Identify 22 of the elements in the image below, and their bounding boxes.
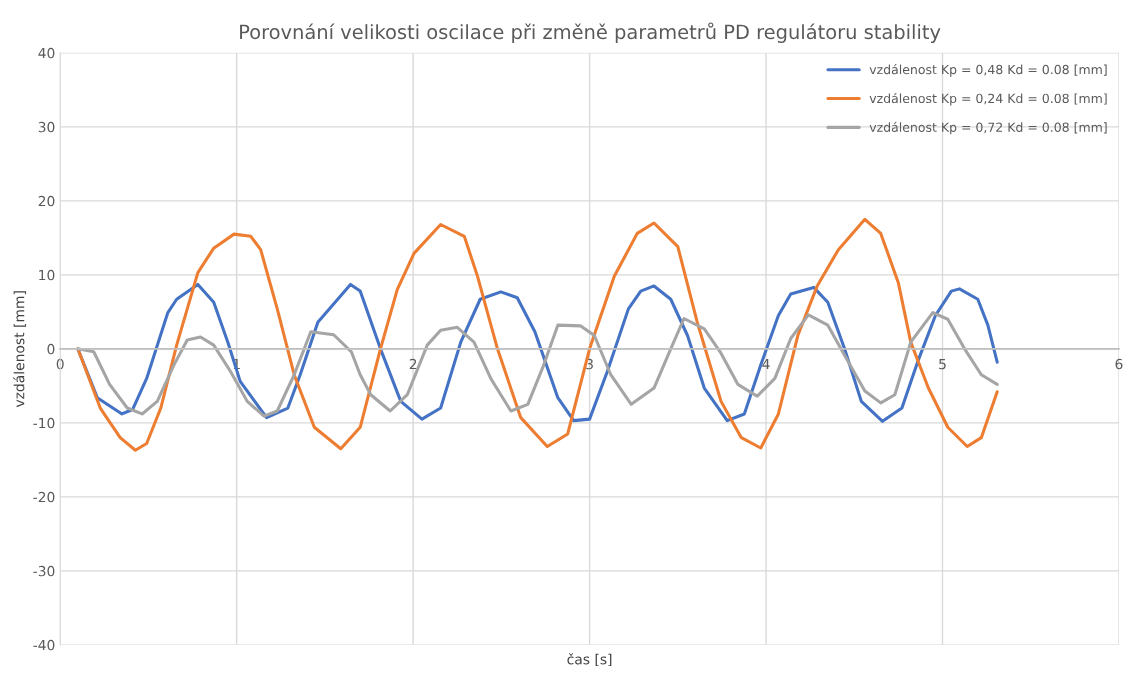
y-tick-label: 30	[38, 121, 55, 133]
legend-label: vzdálenost Kp = 0,48 Kd = 0.08 [mm]	[869, 64, 1107, 77]
y-tick-label: -20	[33, 491, 55, 503]
y-tick-label: -10	[33, 417, 55, 429]
chart-title: Porovnání velikosti oscilace při změně parametrů PD regulátoru stability	[240, 22, 941, 43]
y-tick-label: -40	[33, 639, 55, 651]
x-tick-label: 4	[762, 358, 770, 370]
x-axis-title: čas [s]	[567, 653, 612, 667]
line-series	[76, 217, 999, 452]
y-tick-label: -30	[33, 565, 55, 577]
y-tick-label: 10	[39, 269, 55, 281]
x-tick-label: 5	[939, 358, 946, 370]
legend-label: vzdálenost Kp = 0,72 Kd = 0.08 [mm]	[869, 121, 1107, 135]
x-tick-label: 6	[1115, 358, 1123, 370]
line-series	[76, 311, 999, 418]
y-axis-title: vzdálenost [mm]	[13, 291, 27, 408]
x-tick-label: 0	[56, 358, 64, 370]
legend-label: vzdálenost Kp = 0,24 Kd = 0.08 [mm]	[869, 92, 1107, 106]
y-tick-label: 20	[38, 195, 55, 207]
y-tick-label: 0	[47, 343, 55, 355]
y-tick-label: 40	[38, 47, 55, 59]
x-tick-label: 2	[409, 358, 417, 370]
